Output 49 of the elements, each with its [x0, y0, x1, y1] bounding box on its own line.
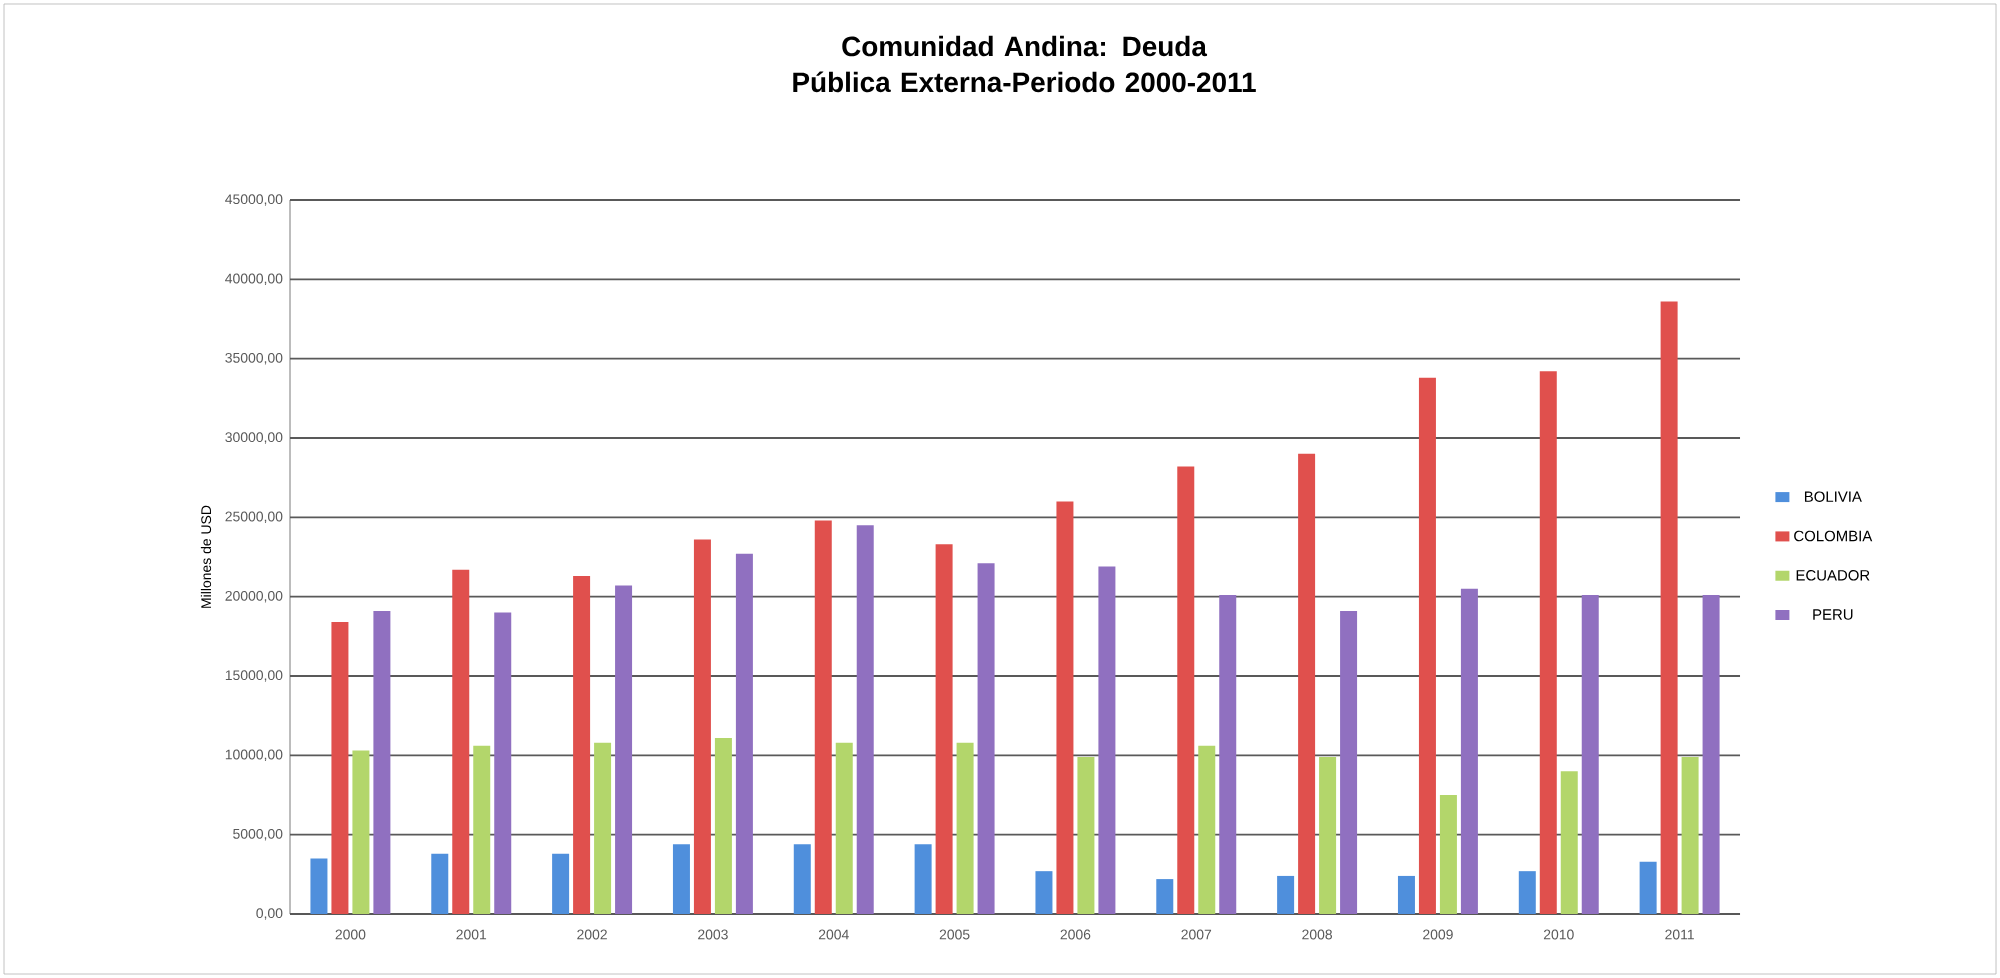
bar: [1560, 771, 1578, 914]
bar: [1056, 501, 1074, 914]
bar: [1681, 756, 1699, 914]
bar: [1098, 566, 1116, 914]
bar: [1035, 871, 1053, 914]
bar: [431, 853, 449, 914]
bar: [1156, 879, 1174, 914]
chart-title: Comunidad Andina: Deuda Pública Externa-Periodo 2000-2011: [793, 35, 1256, 93]
bar: [1340, 610, 1358, 914]
bar: [835, 742, 853, 914]
bar: [352, 750, 370, 914]
bar: [310, 858, 328, 914]
bar: [1439, 795, 1457, 914]
bar: [1198, 745, 1216, 914]
bar: [1418, 377, 1436, 914]
bar: [714, 737, 732, 914]
bar: [452, 569, 470, 914]
bar: [977, 563, 995, 914]
bar: [573, 576, 591, 914]
bar: [1518, 871, 1536, 914]
bar: [1298, 453, 1316, 914]
bar: [814, 520, 832, 914]
bar: [1539, 371, 1557, 914]
bar: [552, 853, 570, 914]
bar: [1639, 861, 1657, 914]
bar: [1319, 756, 1337, 914]
bar: [1460, 588, 1478, 914]
bar: [735, 553, 753, 914]
bar: [1277, 875, 1295, 914]
bar: [1581, 595, 1599, 914]
bar: [935, 544, 953, 914]
bar: [1397, 875, 1415, 914]
bar: [1177, 466, 1195, 914]
bar: [1077, 756, 1095, 914]
bar: [1219, 595, 1237, 914]
bar: [373, 610, 391, 914]
bar: [331, 622, 349, 914]
bar: [956, 742, 974, 914]
bar: [672, 844, 690, 914]
bar: [494, 612, 512, 914]
bar: [615, 585, 633, 914]
bar: [914, 844, 932, 914]
bar: [693, 539, 711, 914]
bar: [1702, 595, 1720, 914]
bar: [856, 525, 874, 914]
bar: [1660, 301, 1678, 914]
bar: [793, 844, 811, 914]
bar: [594, 742, 612, 914]
bar: [473, 745, 491, 914]
